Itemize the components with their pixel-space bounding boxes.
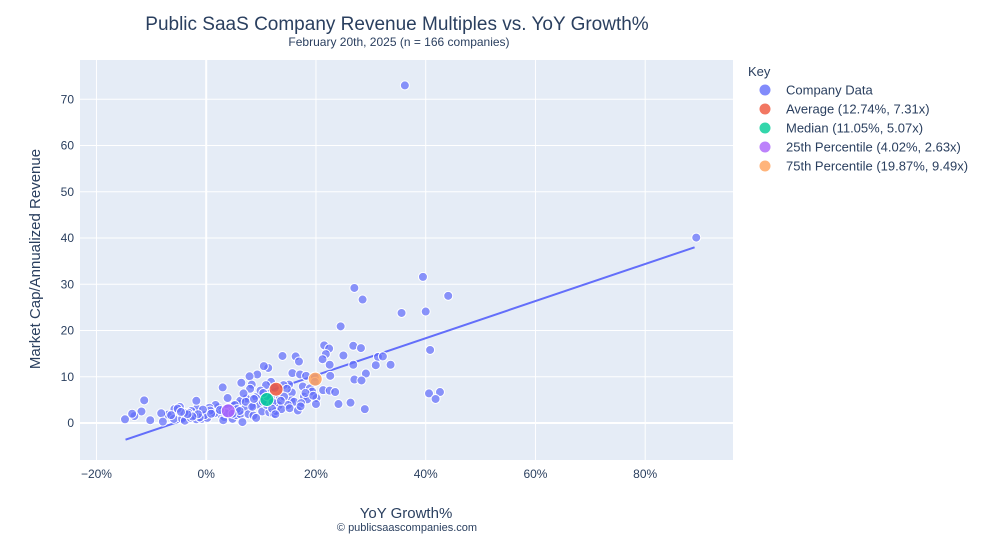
company-data-point (396, 307, 407, 318)
legend-marker (759, 160, 771, 172)
company-data-point (295, 401, 306, 412)
company-data-point (284, 403, 295, 414)
company-data-point (157, 416, 168, 427)
x-tick-label: 20% (304, 467, 328, 481)
credit-text: © publicsaascompanies.com (337, 522, 477, 534)
company-data-point (236, 377, 247, 388)
y-tick-label: 50 (61, 185, 75, 199)
company-data-point (145, 415, 156, 426)
x-tick-label: 60% (523, 467, 547, 481)
company-data-point (333, 399, 344, 410)
plot-background (80, 60, 733, 460)
company-data-point (385, 359, 396, 370)
y-tick-label: 0 (67, 416, 74, 430)
legend: Company Data Average (12.74%, 7.31x) Media… (759, 83, 968, 174)
legend-marker (759, 84, 771, 96)
company-data-point (206, 408, 217, 419)
company-data-point (330, 387, 341, 398)
x-tick-label: 80% (633, 467, 657, 481)
legend-item-label: Median (11.05%, 5.07x) (786, 121, 923, 136)
company-data-point (191, 395, 202, 406)
y-tick-label: 30 (61, 277, 75, 291)
company-data-point (345, 397, 356, 408)
x-tick-label: 0% (198, 467, 216, 481)
y-axis-title: Market Cap/Annualized Revenue (27, 149, 44, 369)
legend-marker (759, 103, 771, 115)
company-data-point (425, 344, 436, 355)
company-data-point (349, 282, 360, 293)
company-data-point (399, 80, 410, 91)
legend-item-label: 75th Percentile (19.87%, 9.49x) (786, 159, 968, 174)
summary-point-1 (268, 381, 284, 397)
company-data-point (237, 417, 248, 428)
company-data-point (377, 351, 388, 362)
x-tick-label: −20% (81, 467, 112, 481)
company-data-point (335, 321, 346, 332)
company-data-point (127, 408, 138, 419)
legend-marker (759, 141, 771, 153)
summary-point-3 (220, 403, 236, 419)
company-data-point (277, 350, 288, 361)
company-data-point (251, 412, 262, 423)
y-tick-label: 60 (61, 139, 75, 153)
company-data-point (338, 350, 349, 361)
company-data-point (356, 375, 367, 386)
legend-marker (759, 122, 771, 134)
company-data-point (420, 306, 431, 317)
company-data-point (355, 343, 366, 354)
company-data-point (175, 406, 186, 417)
company-data-point (217, 382, 228, 393)
company-data-point (275, 395, 286, 406)
company-data-point (360, 368, 371, 379)
y-tick-label: 40 (61, 231, 75, 245)
company-data-point (324, 359, 335, 370)
legend-title: Key (748, 64, 771, 79)
company-data-point (359, 404, 370, 415)
company-data-point (166, 410, 177, 421)
company-data-point (423, 388, 434, 399)
legend-item-label: Company Data (786, 83, 873, 98)
company-data-point (258, 361, 269, 372)
y-tick-label: 70 (61, 92, 75, 106)
company-data-point (310, 399, 321, 410)
company-data-point (139, 395, 150, 406)
company-data-point (443, 290, 454, 301)
company-data-point (434, 387, 445, 398)
company-data-point (222, 393, 233, 404)
x-axis-title: YoY Growth% (360, 505, 453, 522)
company-data-point (248, 393, 259, 404)
company-data-point (317, 354, 328, 365)
company-data-point (691, 232, 702, 243)
company-data-point (293, 356, 304, 367)
company-data-point (325, 370, 336, 381)
company-data-point (119, 414, 130, 425)
summary-point-2 (259, 392, 275, 408)
company-data-point (357, 294, 368, 305)
summary-point-4 (307, 371, 323, 387)
y-tick-label: 10 (61, 370, 75, 384)
chart-title: Public SaaS Company Revenue Multiples vs… (145, 14, 649, 35)
x-tick-label: 40% (414, 467, 438, 481)
chart-subtitle: February 20th, 2025 (n = 166 companies) (288, 35, 509, 49)
company-data-point (348, 359, 359, 370)
company-data-point (308, 390, 319, 401)
legend-item-label: Average (12.74%, 7.31x) (786, 102, 930, 117)
company-data-point (156, 408, 167, 419)
company-data-point (430, 393, 441, 404)
plot-area: −20% 0% 20% 40% 60% 80% 0 10 20 30 40 50 60 70 (61, 60, 733, 481)
company-data-point (270, 409, 281, 420)
company-data-point (370, 360, 381, 371)
legend-item-label: 25th Percentile (4.02%, 2.63x) (786, 140, 961, 155)
company-data-point (417, 271, 428, 282)
company-data-point (136, 406, 147, 417)
company-data-point (244, 371, 255, 382)
company-data-point (238, 388, 249, 399)
y-tick-label: 20 (61, 324, 75, 338)
